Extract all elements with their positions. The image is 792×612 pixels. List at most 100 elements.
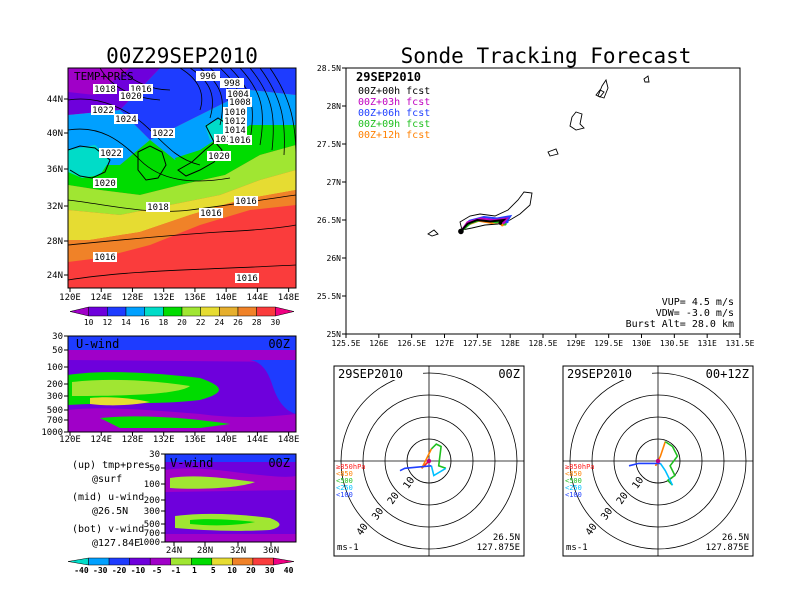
track-y-tick-label: 28N — [327, 102, 342, 111]
pressure-label-bg — [223, 107, 247, 117]
pressure-label: 1016 — [130, 85, 152, 95]
u-wind-x-tick-label: 140E — [215, 435, 237, 445]
track-legend-item: 00Z+00h fcst — [358, 86, 430, 97]
u-wind-y-tick-label: 300 — [47, 392, 63, 402]
pressure-label: 1016 — [235, 197, 257, 207]
v-wind-x-tick-label: 36N — [263, 546, 279, 556]
hodograph-legend-item: <500 — [336, 477, 353, 485]
wind-colorbar-swatch — [67, 557, 89, 566]
hodograph-legend-item: <500 — [565, 477, 582, 485]
wind-colorbar-swatch — [191, 557, 213, 566]
surface-map-y-tick-label: 44N — [47, 95, 63, 105]
pressure-label-bg — [220, 78, 244, 88]
pressure-label-bg — [196, 71, 220, 81]
hodograph-units: ms-1 — [337, 543, 359, 553]
wind-colorbar-swatch — [88, 557, 110, 566]
v-wind-y-tick-label: 1000 — [138, 538, 160, 548]
wind-colorbar-swatch — [170, 557, 192, 566]
wind-colorbar-label: 1 — [192, 566, 197, 575]
pressure-label-bg — [235, 273, 259, 283]
pressure-label-bg — [146, 202, 170, 212]
hodograph-origin — [426, 458, 432, 464]
hodograph-series-line — [628, 462, 661, 467]
hodograph-ring — [613, 416, 703, 506]
track-map-date: 29SEP2010 — [356, 70, 421, 84]
u-wind-x-tick-label: 124E — [90, 435, 112, 445]
hodograph-origin — [655, 458, 661, 464]
track-y-ticks: 28.5N 28N 27.5N 27N 26.5N 26N 25.5N 25N — [317, 64, 346, 339]
u-wind-x-ticks: 120E 124E 128E 132E 136E 140E 144E 148E — [59, 432, 299, 445]
hodograph-ring — [362, 394, 496, 528]
hodograph-series-line — [399, 465, 432, 472]
u-wind-y-tick-label: 1000 — [41, 428, 63, 438]
temp-colorbar-swatch — [163, 306, 183, 317]
pressure-label-bg — [226, 89, 250, 99]
footnote-mid-sub: @26.5N — [92, 506, 128, 517]
pressure-label-bg — [93, 178, 117, 188]
track-x-tick-label: 131.5E — [726, 339, 755, 348]
u-wind-y-tick-label: 100 — [47, 363, 63, 373]
left-title: 00Z29SEP2010 — [106, 44, 258, 68]
v-wind-y-tick-label: 500 — [144, 520, 160, 530]
wind-colorbar-swatch — [232, 557, 254, 566]
pressure-label: 1004 — [227, 90, 249, 100]
pressure-label-bg — [93, 84, 117, 94]
hodograph-ring — [635, 438, 681, 484]
temp-colorbar-swatch — [107, 306, 127, 317]
pressure-label-bg — [114, 114, 138, 124]
hodograph-series-line — [420, 448, 433, 469]
wind-colorbar-label: -30 — [93, 566, 108, 575]
footnote-up-sub: @surf — [92, 474, 122, 485]
track-legend-item: 00Z+12h fcst — [358, 130, 430, 141]
v-wind-x-ticks: 24N 28N 32N 36N — [166, 542, 279, 556]
track-y-tick-label: 25N — [327, 330, 342, 339]
hodograph-ring — [591, 394, 725, 528]
temp-colorbar-swatch — [200, 306, 220, 317]
v-wind-y-tick-label: 700 — [144, 529, 160, 539]
track-info-line: Burst Alt= 28.0 km — [626, 319, 734, 330]
pressure-label-bg — [223, 116, 247, 126]
pressure-label: 1020 — [94, 179, 116, 189]
track-legend-item: 00Z+03h fcst — [358, 97, 430, 108]
pressure-label-bg — [151, 128, 175, 138]
track-y-tick-label: 27N — [327, 178, 342, 187]
wind-colorbar: -40 -30 -20 -10 -5 -1 1 5 10 20 30 40 — [67, 557, 295, 575]
hodograph-lat: 26.5N — [493, 533, 520, 543]
surface-map-x-ticks: 120E 124E 128E 132E 136E 140E 144E 148E — [59, 288, 299, 303]
u-wind-x-tick-label: 120E — [59, 435, 81, 445]
temp-colorbar-swatch — [275, 306, 295, 317]
pressure-label-bg — [228, 97, 252, 107]
temp-colorbar-swatch — [256, 306, 276, 317]
v-wind-x-tick-label: 28N — [197, 546, 213, 556]
wind-colorbar-label: -20 — [112, 566, 127, 575]
pressure-label: 996 — [200, 72, 216, 82]
footnote-mid: (mid) u-wind — [72, 492, 144, 503]
surface-map-x-tick-label: 144E — [247, 293, 269, 303]
u-wind-x-tick-label: 148E — [278, 435, 300, 445]
surface-map-x-tick-label: 132E — [153, 293, 175, 303]
v-wind-y-tick-label: 300 — [144, 507, 160, 517]
temp-colorbar-label: 16 — [140, 318, 150, 327]
pressure-label: 1018 — [94, 85, 116, 95]
pressure-label: 1020 — [120, 92, 142, 102]
track-y-tick-label: 26.5N — [317, 216, 341, 225]
hodograph-legend-item: ≥850hPa — [565, 463, 595, 471]
track-y-tick-label: 27.5N — [317, 140, 341, 149]
pressure-label-bg — [223, 125, 247, 135]
hodograph-legend-item: <850 — [565, 470, 582, 478]
u-wind-x-tick-label: 144E — [247, 435, 269, 445]
track-x-tick-label: 125.5E — [332, 339, 361, 348]
track-info-line: VDW= -3.0 m/s — [656, 308, 734, 319]
track-x-tick-label: 130E — [632, 339, 651, 348]
wind-colorbar-swatch — [149, 557, 171, 566]
pressure-label: 1016 — [200, 209, 222, 219]
track-x-tick-label: 126.5E — [397, 339, 426, 348]
